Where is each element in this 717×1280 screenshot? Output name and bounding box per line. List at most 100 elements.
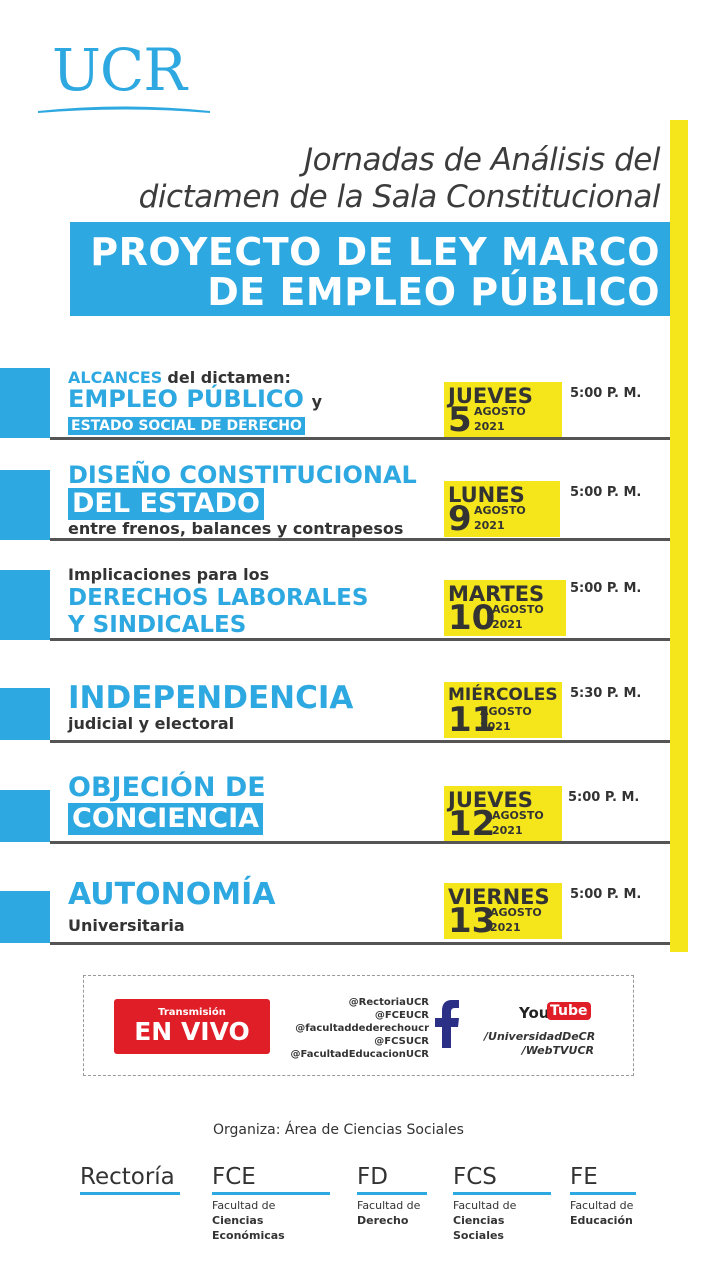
- footer-sub-2: Ciencias Sociales: [453, 1214, 505, 1242]
- footer-sub-1: Facultad de: [212, 1199, 276, 1212]
- handle-link[interactable]: @FacultadEducacionUCR: [290, 1049, 429, 1060]
- youtube-you: You: [519, 1004, 550, 1022]
- date-year: 2021: [474, 420, 505, 433]
- date-year: 2021: [492, 824, 523, 837]
- session-time: 5:00 P. M.: [568, 790, 640, 805]
- date-number: 10: [448, 598, 496, 638]
- footer-underline: [212, 1192, 330, 1195]
- footer-title: FCE: [212, 1164, 256, 1190]
- date-year: 2021: [492, 618, 523, 631]
- youtube-channels: /UniversidadDeCR /WebTVUCR: [484, 1030, 596, 1058]
- date-number: 5: [448, 400, 472, 440]
- date-year: 2021: [490, 921, 521, 934]
- date-month: AGOSTO: [480, 705, 532, 718]
- session-time: 5:30 P. M.: [570, 686, 642, 701]
- date-box: MIÉRCOLES 11 AGOSTO 2021: [444, 682, 562, 740]
- streaming-info-box: Transmisión EN VIVO @RectoriaUCR @FCEUCR…: [83, 975, 634, 1076]
- live-stream-button[interactable]: Transmisión EN VIVO: [114, 999, 270, 1054]
- handle-link[interactable]: @RectoriaUCR: [348, 997, 429, 1008]
- subtitle-line-2: dictamen de la Sala Constitucional: [138, 179, 661, 215]
- session-highlight: ESTADO SOCIAL DE DERECHO: [68, 417, 305, 435]
- session-keyword: ALCANCES: [68, 368, 163, 387]
- session-heading: AUTONOMÍA: [68, 877, 276, 912]
- session-time: 5:00 P. M.: [570, 386, 642, 401]
- session-time: 5:00 P. M.: [570, 581, 642, 596]
- date-day: JUEVES: [448, 788, 533, 812]
- session-divider: [50, 538, 670, 541]
- date-day: LUNES: [448, 483, 525, 507]
- footer-sub-2: Derecho: [357, 1214, 409, 1227]
- youtube-link[interactable]: /WebTVUCR: [521, 1044, 594, 1057]
- logo-text: UCR: [52, 36, 187, 104]
- date-day: JUEVES: [448, 384, 533, 408]
- session-time: 5:00 P. M.: [570, 887, 642, 902]
- date-day: MARTES: [448, 582, 545, 606]
- session-divider: [50, 437, 670, 440]
- session-divider: [50, 740, 670, 743]
- yellow-side-bar: [670, 120, 688, 952]
- footer-fe: FE Facultad de Educación: [570, 1162, 636, 1228]
- date-number: 12: [448, 804, 496, 844]
- logo-swoosh: [38, 106, 210, 113]
- session-heading: DISEÑO CONSTITUCIONAL: [68, 461, 417, 489]
- footer-underline: [453, 1192, 551, 1195]
- event-subtitle: Jornadas de Análisis del dictamen de la …: [20, 142, 661, 216]
- date-day: VIERNES: [448, 885, 550, 909]
- footer-sub-1: Facultad de: [357, 1199, 421, 1212]
- footer-sub-2: Ciencias Económicas: [212, 1214, 285, 1242]
- session-text: y: [311, 392, 322, 411]
- handle-link[interactable]: @facultaddederechoucr: [295, 1023, 429, 1034]
- date-number: 13: [448, 901, 496, 941]
- session-divider: [50, 841, 670, 844]
- date-month: AGOSTO: [490, 906, 542, 919]
- footer-underline: [80, 1192, 180, 1195]
- footer-sub-1: Facultad de: [453, 1199, 517, 1212]
- date-year: 2021: [474, 519, 505, 532]
- date-box: LUNES 9 AGOSTO 2021: [444, 481, 560, 539]
- footer-title: FE: [570, 1164, 598, 1190]
- footer-underline: [357, 1192, 427, 1195]
- session-accent: [0, 688, 50, 740]
- date-month: AGOSTO: [474, 504, 526, 517]
- organizer-text: Organiza: Área de Ciencias Sociales: [213, 1122, 464, 1138]
- handle-link[interactable]: @FCSUCR: [374, 1036, 429, 1047]
- session-heading: Y SINDICALES: [68, 612, 247, 638]
- session-accent: [0, 570, 50, 640]
- footer-sub-2: Educación: [570, 1214, 633, 1227]
- session-text: entre frenos, balances y contrapesos: [68, 519, 404, 538]
- date-box: JUEVES 12 AGOSTO 2021: [444, 786, 562, 844]
- session-text: Implicaciones para los: [68, 565, 270, 584]
- footer-title: FCS: [453, 1164, 497, 1190]
- event-title: PROYECTO DE LEY MARCO DE EMPLEO PÚBLICO: [70, 222, 670, 316]
- session-accent: [0, 470, 50, 540]
- session-divider: [50, 942, 670, 945]
- facebook-handles: @RectoriaUCR @FCEUCR @facultaddederechou…: [284, 996, 429, 1061]
- date-number: 9: [448, 499, 472, 539]
- footer-underline: [570, 1192, 636, 1195]
- session-time: 5:00 P. M.: [570, 485, 642, 500]
- session-accent: [0, 891, 50, 943]
- session-heading: DERECHOS LABORALES: [68, 585, 369, 611]
- footer-title: Rectoría: [80, 1164, 175, 1190]
- session-heading: OBJECIÓN DE: [68, 772, 266, 803]
- live-label-small: Transmisión: [158, 1007, 226, 1018]
- ucr-logo: UCR: [38, 36, 213, 113]
- session-accent: [0, 368, 50, 438]
- date-box: VIERNES 13 AGOSTO 2021: [444, 883, 562, 941]
- date-year: 2021: [480, 720, 511, 733]
- date-number: 11: [448, 700, 496, 740]
- footer-rectoria: Rectoría: [80, 1162, 180, 1195]
- subtitle-line-1: Jornadas de Análisis del: [304, 142, 661, 178]
- date-box: JUEVES 5 AGOSTO 2021: [444, 382, 562, 440]
- session-divider: [50, 638, 670, 641]
- session-text: judicial y electoral: [68, 714, 235, 733]
- date-month: AGOSTO: [492, 603, 544, 616]
- youtube-tube: Tube: [547, 1002, 591, 1020]
- session-accent: [0, 790, 50, 842]
- date-month: AGOSTO: [492, 809, 544, 822]
- handle-link[interactable]: @FCEUCR: [374, 1010, 429, 1021]
- session-heading: EMPLEO PÚBLICO: [68, 385, 304, 413]
- youtube-link[interactable]: /UniversidadDeCR: [484, 1030, 596, 1043]
- date-day: MIÉRCOLES: [448, 685, 558, 705]
- title-line-2: DE EMPLEO PÚBLICO: [207, 270, 660, 314]
